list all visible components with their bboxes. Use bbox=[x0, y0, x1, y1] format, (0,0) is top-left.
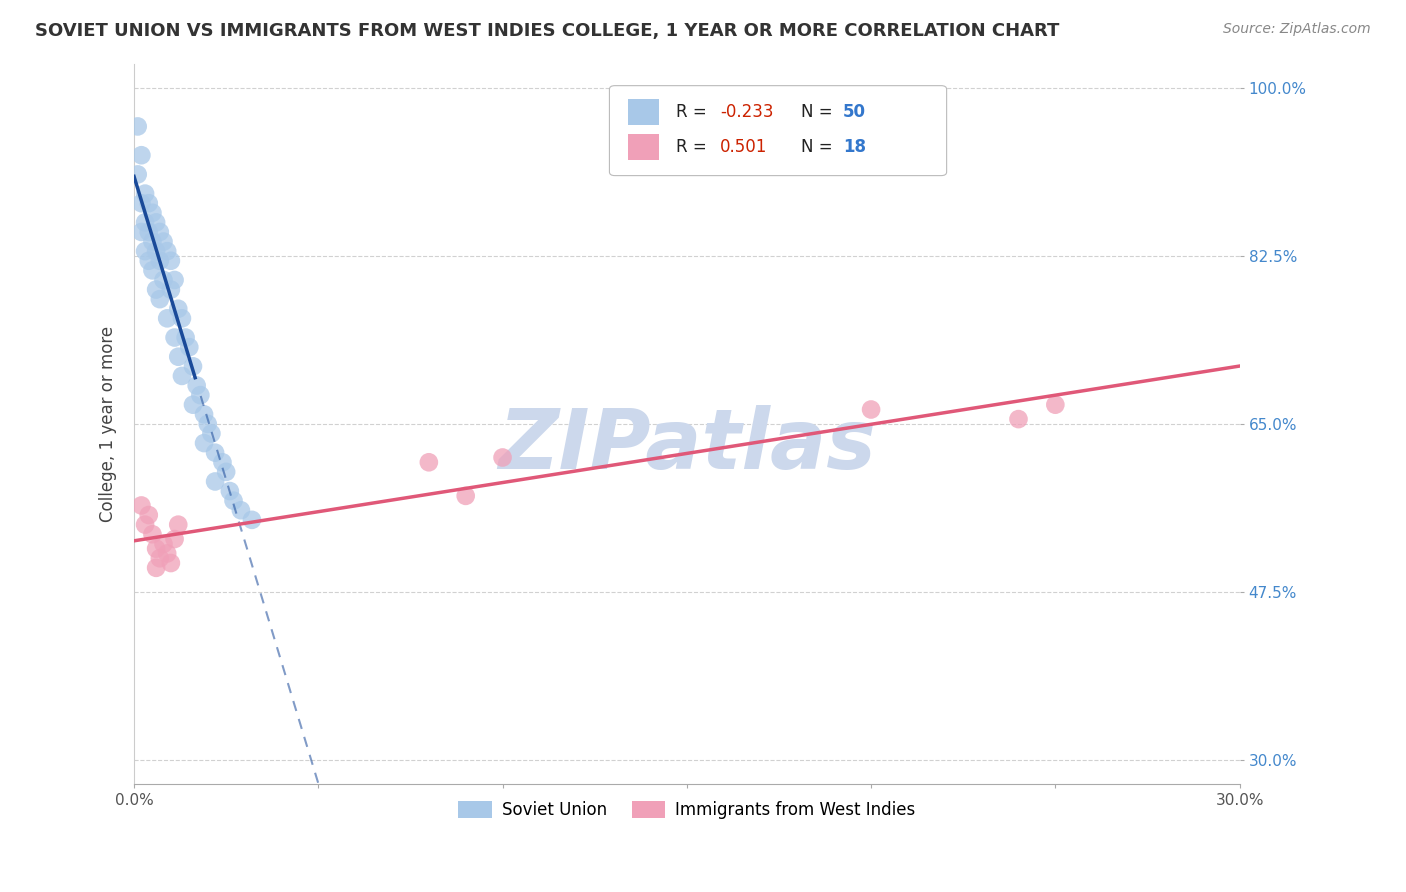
Point bbox=[160, 556, 183, 570]
Point bbox=[167, 517, 190, 532]
Text: -0.233: -0.233 bbox=[720, 103, 773, 121]
Point bbox=[141, 206, 163, 220]
Point bbox=[211, 455, 233, 469]
Point bbox=[204, 475, 226, 489]
Point bbox=[860, 402, 883, 417]
Text: SOVIET UNION VS IMMIGRANTS FROM WEST INDIES COLLEGE, 1 YEAR OR MORE CORRELATION : SOVIET UNION VS IMMIGRANTS FROM WEST IND… bbox=[35, 22, 1060, 40]
Point bbox=[200, 426, 222, 441]
Point bbox=[138, 225, 160, 239]
Point bbox=[197, 417, 219, 431]
Point bbox=[193, 407, 215, 421]
Point bbox=[152, 273, 174, 287]
Point bbox=[141, 263, 163, 277]
Point bbox=[138, 253, 160, 268]
Text: R =: R = bbox=[676, 103, 711, 121]
Point bbox=[160, 283, 183, 297]
Point bbox=[145, 215, 167, 229]
Point bbox=[152, 235, 174, 249]
Point bbox=[145, 283, 167, 297]
Text: 50: 50 bbox=[842, 103, 866, 121]
Point bbox=[149, 253, 172, 268]
Point bbox=[145, 561, 167, 575]
Legend: Soviet Union, Immigrants from West Indies: Soviet Union, Immigrants from West Indie… bbox=[451, 794, 922, 826]
Text: ZIPatlas: ZIPatlas bbox=[498, 405, 876, 486]
Point bbox=[240, 513, 263, 527]
FancyBboxPatch shape bbox=[609, 86, 946, 176]
Point bbox=[156, 244, 179, 259]
Point bbox=[134, 215, 156, 229]
Point bbox=[193, 436, 215, 450]
Point bbox=[131, 148, 153, 162]
Point bbox=[179, 340, 201, 354]
Point bbox=[145, 244, 167, 259]
Point bbox=[181, 398, 204, 412]
FancyBboxPatch shape bbox=[628, 99, 659, 125]
Point bbox=[160, 253, 183, 268]
Point bbox=[131, 499, 153, 513]
Point bbox=[163, 273, 186, 287]
Point bbox=[204, 445, 226, 459]
Point bbox=[174, 330, 197, 344]
Text: R =: R = bbox=[676, 138, 717, 156]
Text: 18: 18 bbox=[842, 138, 866, 156]
Point bbox=[131, 225, 153, 239]
Point bbox=[215, 465, 238, 479]
Point bbox=[170, 311, 193, 326]
Point bbox=[149, 551, 172, 566]
Text: Source: ZipAtlas.com: Source: ZipAtlas.com bbox=[1223, 22, 1371, 37]
Point bbox=[131, 196, 153, 211]
Text: 0.501: 0.501 bbox=[720, 138, 768, 156]
Point bbox=[127, 120, 149, 134]
Point bbox=[152, 537, 174, 551]
Point bbox=[149, 292, 172, 306]
Point bbox=[138, 508, 160, 522]
Text: N =: N = bbox=[800, 103, 838, 121]
Y-axis label: College, 1 year or more: College, 1 year or more bbox=[100, 326, 117, 522]
Point bbox=[134, 186, 156, 201]
Point bbox=[141, 235, 163, 249]
Point bbox=[454, 489, 477, 503]
Point bbox=[156, 311, 179, 326]
Text: N =: N = bbox=[800, 138, 838, 156]
Point bbox=[134, 517, 156, 532]
Point bbox=[491, 450, 513, 465]
Point bbox=[163, 330, 186, 344]
Point bbox=[1045, 398, 1067, 412]
Point bbox=[418, 455, 440, 469]
Point bbox=[127, 168, 149, 182]
Point bbox=[141, 527, 163, 541]
Point bbox=[218, 484, 240, 499]
Point bbox=[145, 541, 167, 556]
Point bbox=[229, 503, 252, 517]
Point bbox=[163, 532, 186, 546]
Point bbox=[156, 546, 179, 560]
Point bbox=[1007, 412, 1029, 426]
Point bbox=[134, 244, 156, 259]
Point bbox=[170, 368, 193, 383]
Point bbox=[138, 196, 160, 211]
Point bbox=[167, 301, 190, 316]
FancyBboxPatch shape bbox=[628, 134, 659, 160]
Point bbox=[149, 225, 172, 239]
Point bbox=[167, 350, 190, 364]
Point bbox=[181, 359, 204, 374]
Point bbox=[186, 378, 208, 392]
Point bbox=[190, 388, 212, 402]
Point bbox=[222, 493, 245, 508]
